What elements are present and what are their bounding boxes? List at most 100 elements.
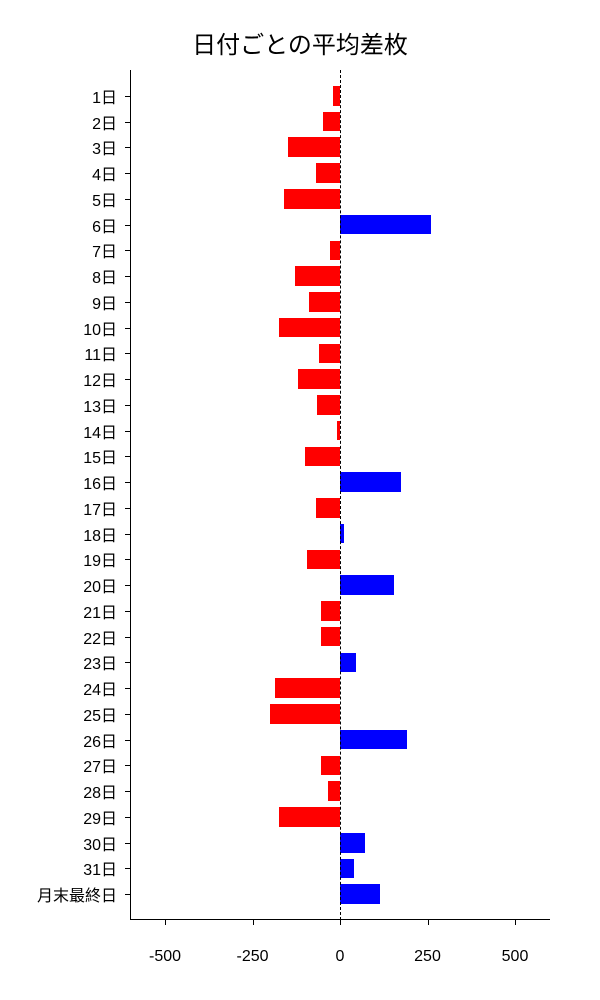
plot-area: 1日2日3日4日5日6日7日8日9日10日11日12日13日14日15日16日1… (130, 70, 550, 920)
bar (340, 833, 365, 853)
y-tick (125, 817, 130, 818)
y-tick (125, 456, 130, 457)
y-tick (125, 508, 130, 509)
y-tick (125, 276, 130, 277)
y-tick (125, 405, 130, 406)
bar (333, 86, 340, 106)
y-tick (125, 250, 130, 251)
bar (309, 292, 341, 312)
y-axis-labels: 1日2日3日4日5日6日7日8日9日10日11日12日13日14日15日16日1… (0, 70, 125, 920)
x-tick (253, 920, 254, 925)
bar (328, 781, 340, 801)
y-tick (125, 431, 130, 432)
y-axis-label: 25日 (83, 702, 117, 726)
zero-line (340, 70, 341, 920)
y-tick (125, 637, 130, 638)
y-axis-label: 9日 (92, 290, 117, 314)
y-tick (125, 740, 130, 741)
bar (319, 344, 340, 364)
y-axis-label: 22日 (83, 625, 117, 649)
y-axis-label: 21日 (83, 599, 117, 623)
y-axis-label: 3日 (92, 135, 117, 159)
y-axis-label: 5日 (92, 187, 117, 211)
bar (321, 601, 340, 621)
y-tick (125, 843, 130, 844)
y-axis-label: 2日 (92, 110, 117, 134)
bar (307, 550, 340, 570)
bar (298, 369, 340, 389)
y-tick (125, 868, 130, 869)
x-axis-label: -500 (149, 948, 181, 966)
y-tick (125, 199, 130, 200)
x-tick (515, 920, 516, 925)
y-tick (125, 482, 130, 483)
y-axis-label: 26日 (83, 728, 117, 752)
bar (321, 627, 340, 647)
bar (316, 163, 341, 183)
y-axis-label: 1日 (92, 84, 117, 108)
x-axis-label: 0 (336, 948, 345, 966)
x-axis-label: -250 (236, 948, 268, 966)
y-axis-label: 13日 (83, 393, 117, 417)
bar (279, 807, 340, 827)
x-axis-label: 500 (502, 948, 529, 966)
bar (279, 318, 340, 338)
y-tick (125, 894, 130, 895)
y-axis-label: 17日 (83, 496, 117, 520)
y-tick (125, 585, 130, 586)
bar (270, 704, 340, 724)
y-axis-label: 11日 (84, 341, 117, 365)
y-tick (125, 688, 130, 689)
bar (340, 884, 380, 904)
y-axis-label: 15日 (83, 444, 117, 468)
x-tick (340, 920, 341, 925)
y-axis-label: 30日 (83, 831, 117, 855)
y-axis-label: 8日 (92, 264, 117, 288)
y-axis-label: 20日 (83, 573, 117, 597)
y-axis-label: 28日 (83, 779, 117, 803)
bar (340, 472, 401, 492)
y-tick (125, 173, 130, 174)
y-tick (125, 559, 130, 560)
y-tick (125, 225, 130, 226)
bar (330, 241, 341, 261)
bar (316, 498, 341, 518)
y-axis-label: 31日 (83, 856, 117, 880)
chart-container: 日付ごとの平均差枚 1日2日3日4日5日6日7日8日9日10日11日12日13日… (0, 0, 600, 1000)
y-tick (125, 122, 130, 123)
y-axis-label: 24日 (83, 676, 117, 700)
y-axis-label: 14日 (83, 419, 117, 443)
y-tick (125, 765, 130, 766)
bar (340, 859, 354, 879)
y-tick (125, 302, 130, 303)
y-axis-label: 7日 (92, 238, 117, 262)
y-tick (125, 328, 130, 329)
y-tick (125, 611, 130, 612)
x-tick (165, 920, 166, 925)
bar (340, 730, 407, 750)
y-tick (125, 379, 130, 380)
bar (340, 653, 356, 673)
bar (295, 266, 341, 286)
y-tick (125, 791, 130, 792)
y-axis-label: 10日 (83, 316, 117, 340)
chart-title: 日付ごとの平均差枚 (0, 0, 600, 70)
y-axis-label: 23日 (83, 650, 117, 674)
y-axis-label: 18日 (83, 522, 117, 546)
bar (317, 395, 340, 415)
y-axis-label: 月末最終日 (37, 882, 117, 906)
bar (275, 678, 340, 698)
bar (321, 756, 340, 776)
bar (288, 137, 341, 157)
y-tick (125, 147, 130, 148)
y-axis-label: 16日 (83, 470, 117, 494)
y-axis-label: 6日 (92, 213, 117, 237)
x-tick (428, 920, 429, 925)
bar (340, 215, 431, 235)
y-axis-label: 12日 (83, 367, 117, 391)
y-tick (125, 96, 130, 97)
y-axis-label: 4日 (92, 161, 117, 185)
y-axis-label: 19日 (83, 547, 117, 571)
bar (305, 447, 340, 467)
y-axis-label: 27日 (83, 753, 117, 777)
